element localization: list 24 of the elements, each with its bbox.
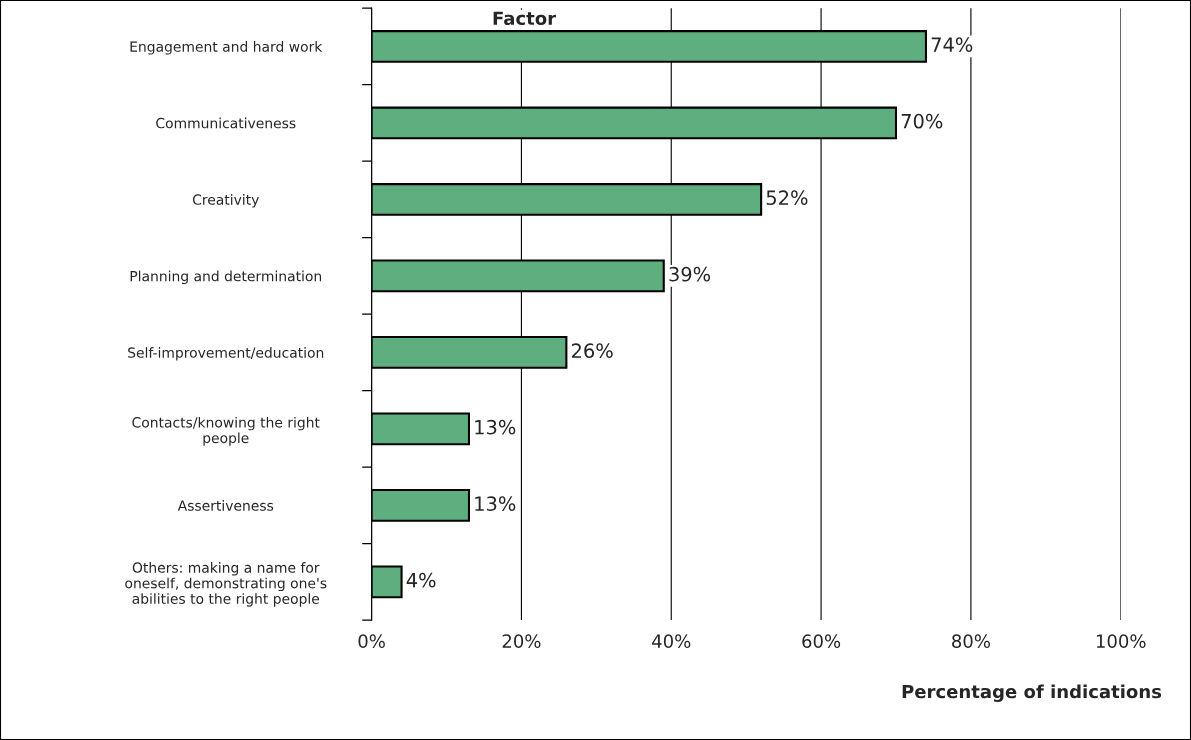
data-label: 4% (406, 572, 436, 588)
x-tick-label: 0% (358, 634, 385, 648)
y-tick-label: Others: making a name for oneself, demonstrating one's abilities to the right people (125, 562, 327, 607)
data-label: 13% (475, 496, 516, 512)
x-tick-label: 100% (1096, 634, 1146, 648)
y-tick-label: Assertiveness (177, 500, 274, 511)
data-label: 74% (931, 37, 973, 53)
x-tick-label: 60% (802, 634, 841, 648)
y-axis-title: Factor (493, 11, 557, 26)
data-label: 13% (475, 419, 516, 435)
x-axis-title: Percentage of indications (902, 684, 1162, 702)
y-tick-label: Planning and determination (130, 270, 322, 285)
data-label: 39% (669, 266, 711, 282)
y-tick-label: Creativity (192, 194, 259, 208)
y-tick-label: Communicativeness (156, 117, 296, 129)
y-tick-label: Self-improvement/education (128, 347, 324, 361)
data-label: 70% (901, 113, 943, 129)
x-tick-label: 80% (952, 634, 990, 648)
y-tick-label: Contacts/knowing the right people (132, 416, 320, 446)
y-tick-label: Engagement and hard work (130, 41, 323, 55)
x-tick-label: 40% (652, 634, 691, 648)
data-label: 26% (571, 343, 613, 359)
x-tick-label: 20% (502, 634, 541, 648)
data-label: 52% (766, 190, 808, 206)
